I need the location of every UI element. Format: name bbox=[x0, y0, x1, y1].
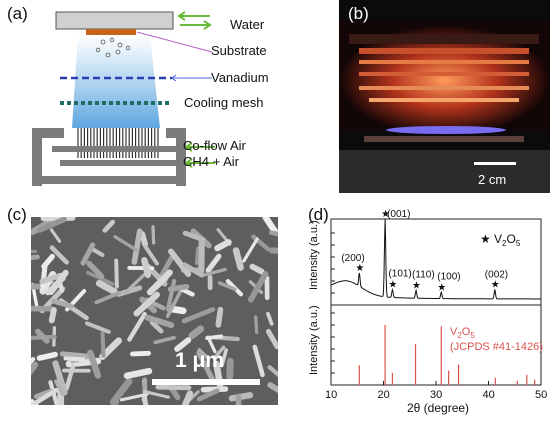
peak-label: (002) bbox=[485, 270, 508, 281]
peak-marker: ★ bbox=[491, 280, 500, 291]
x-axis-label: 2θ (degree) bbox=[407, 401, 469, 415]
sem-image: 1 μm bbox=[31, 217, 278, 405]
y-ticks bbox=[331, 233, 335, 373]
nanorod bbox=[236, 251, 241, 268]
scale-label-b: 2 cm bbox=[478, 172, 506, 187]
upper-ylabel: Intensity (a.u.) bbox=[308, 220, 320, 290]
peak-label: (110) bbox=[412, 269, 435, 280]
peak-label: (101) bbox=[388, 269, 411, 280]
burner-schematic: Water Substrate Vanadium Cooling mesh Co… bbox=[0, 0, 270, 195]
nanorod bbox=[66, 358, 84, 359]
label-ch4-air: CH4 + Air bbox=[183, 154, 240, 169]
label-substrate: Substrate bbox=[211, 43, 267, 58]
peak-label: (001) bbox=[387, 209, 410, 220]
nanorod bbox=[132, 353, 148, 354]
x-ticks: 10 20 30 40 50 bbox=[325, 381, 547, 401]
nanorod bbox=[40, 355, 56, 358]
reference-label-jcpds: (JCPDS #41-1426) bbox=[450, 341, 543, 353]
legend-star: ★ bbox=[480, 232, 491, 246]
peak-marker: ★ bbox=[437, 282, 446, 293]
x-tick-label: 50 bbox=[535, 389, 547, 401]
nanorod bbox=[127, 371, 149, 376]
x-tick-label: 10 bbox=[325, 389, 337, 401]
peak-label: (100) bbox=[437, 271, 460, 282]
scale-bar-c bbox=[152, 379, 260, 385]
nanorod bbox=[103, 333, 104, 355]
vanadium-pointer bbox=[172, 75, 212, 81]
label-coflow-air: Co-flow Air bbox=[183, 138, 247, 153]
nanorod bbox=[31, 257, 38, 259]
nanorod bbox=[142, 234, 145, 245]
nanorod bbox=[52, 310, 54, 320]
nanorod bbox=[185, 394, 190, 405]
label-cooling-mesh: Cooling mesh bbox=[184, 95, 264, 110]
nanorod bbox=[158, 387, 189, 388]
panel-label-a: (a) bbox=[7, 4, 28, 24]
peak-marker: ★ bbox=[388, 280, 397, 291]
nanorod bbox=[144, 260, 147, 275]
flame-region bbox=[72, 35, 160, 128]
label-vanadium: Vanadium bbox=[211, 70, 269, 85]
legend-label: V2O5 bbox=[494, 232, 521, 248]
substrate-block bbox=[86, 29, 136, 35]
scale-label-c: 1 μm bbox=[175, 349, 224, 372]
peak-marker: ★ bbox=[412, 280, 421, 291]
nanorod bbox=[153, 227, 154, 243]
lower-ylabel: Intensity (a.u.) bbox=[308, 305, 320, 375]
nanorod bbox=[272, 250, 278, 251]
peak-marker: ★ bbox=[355, 263, 364, 274]
scale-bar-b bbox=[474, 162, 516, 165]
panel-label-c: (c) bbox=[7, 205, 27, 225]
photo-panel: 2 cm (b) bbox=[339, 0, 550, 193]
panel-label-d: (d) bbox=[308, 205, 329, 225]
cooling-plate bbox=[56, 12, 173, 29]
panel-label-b: (b) bbox=[348, 4, 369, 24]
x-tick-label: 40 bbox=[483, 389, 495, 401]
reference-label: V2O5 bbox=[450, 326, 475, 340]
peak-label: (200) bbox=[341, 253, 364, 264]
label-water: Water bbox=[230, 17, 265, 32]
burner-tubes bbox=[78, 128, 158, 158]
burner-body bbox=[32, 128, 186, 186]
sem-panel: (c) 1 μm bbox=[0, 205, 300, 416]
upper-pattern: ★(200)★(001)★(101)★(110)★(100)★(002) bbox=[331, 209, 541, 299]
nanorod bbox=[218, 310, 220, 325]
nanorod bbox=[207, 336, 221, 338]
x-tick-label: 30 bbox=[430, 389, 442, 401]
reference-pattern bbox=[359, 325, 534, 385]
burner-photo: 2 cm bbox=[339, 0, 550, 193]
nanorod bbox=[197, 249, 198, 263]
nanorod bbox=[116, 261, 117, 287]
nanorod bbox=[256, 317, 257, 332]
nanorod bbox=[62, 354, 91, 357]
x-tick-label: 20 bbox=[378, 389, 390, 401]
schematic-panel: (a) bbox=[0, 0, 270, 195]
